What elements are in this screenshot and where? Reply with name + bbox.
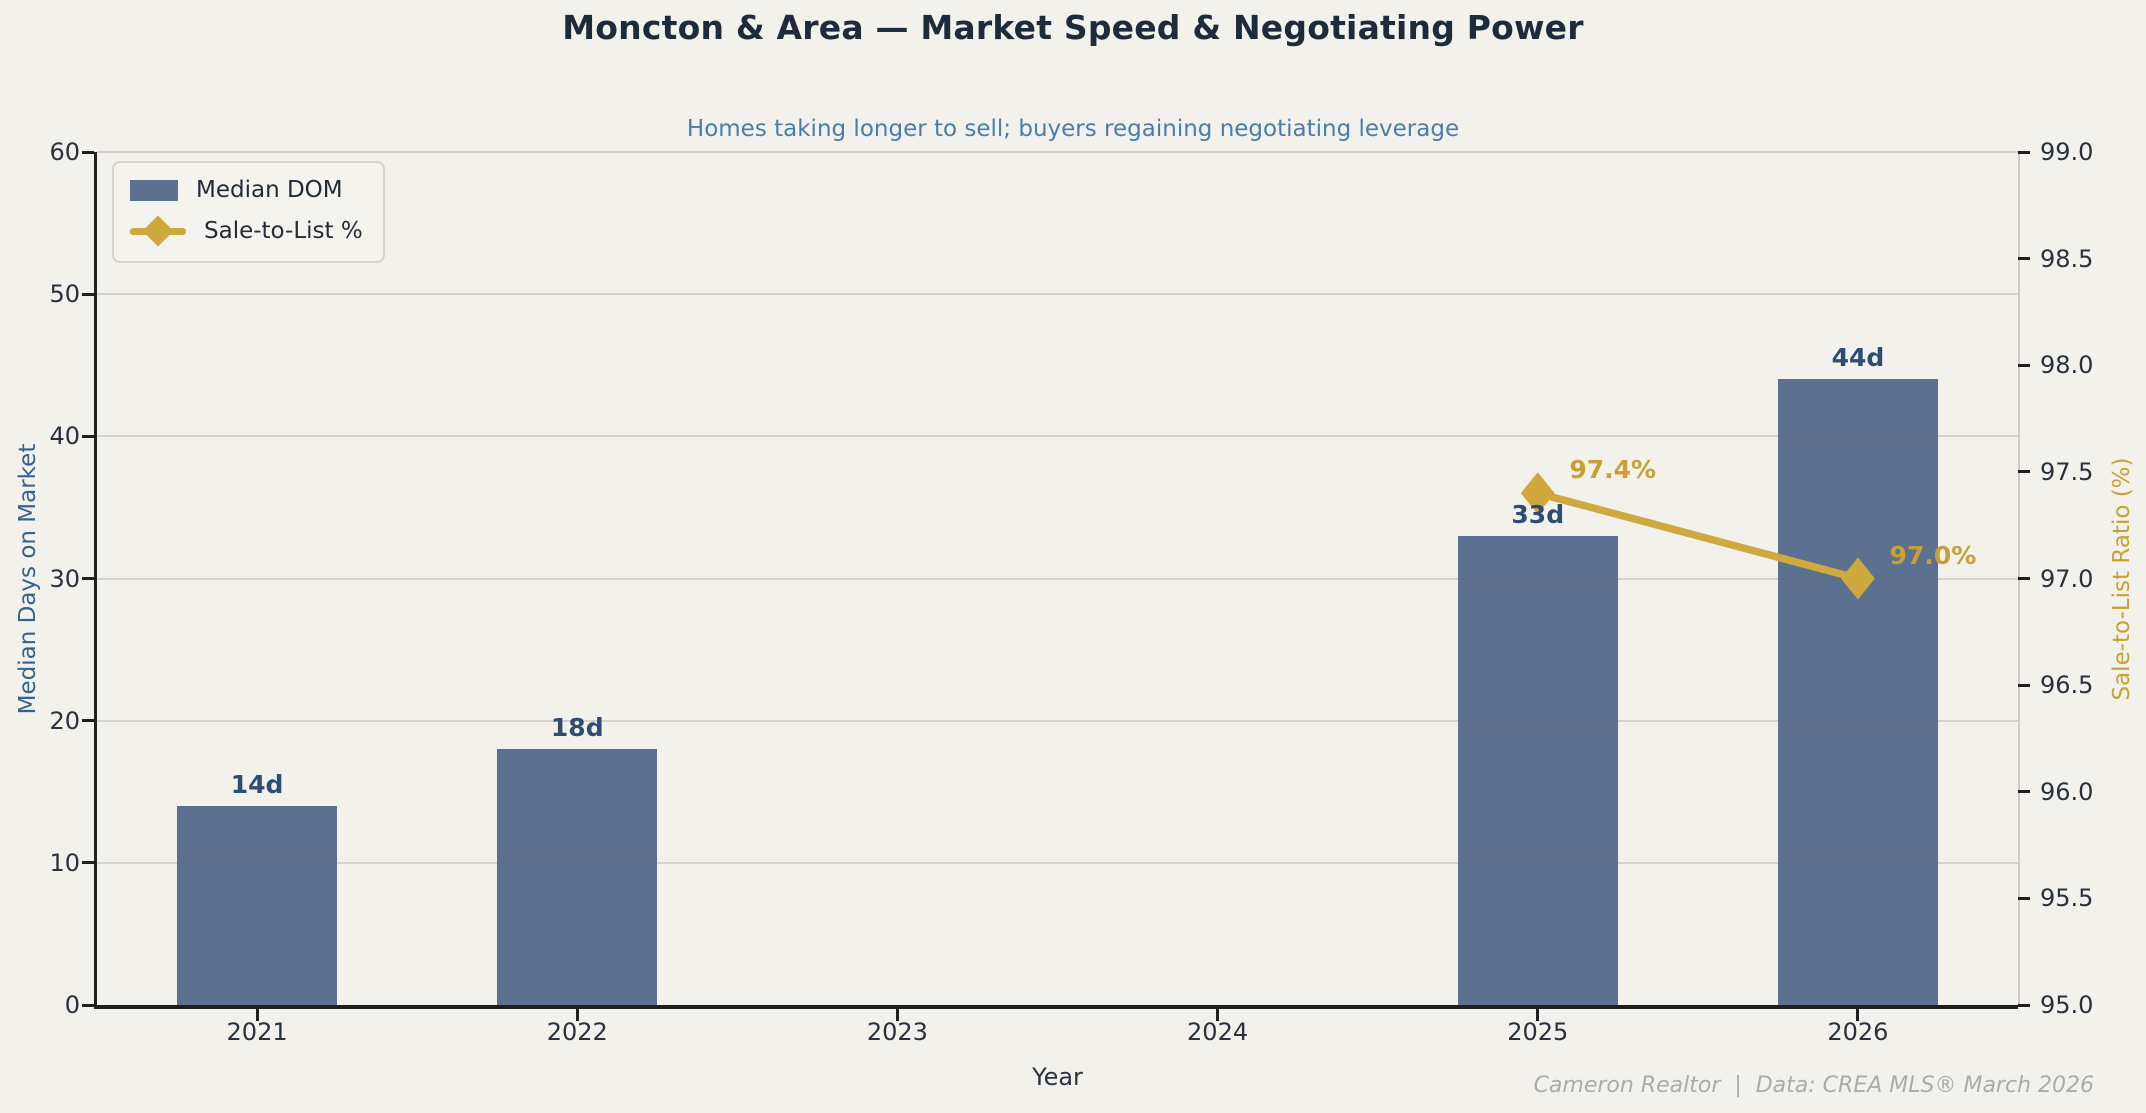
y-axis-left-tick-label: 40 <box>49 422 80 451</box>
y-axis-right-tick-label: 99.0 <box>2040 138 2094 166</box>
grid-line <box>97 435 2018 438</box>
x-axis-tick-label: 2024 <box>1187 1018 1249 1046</box>
line-value-label: 97.0% <box>1889 540 1977 570</box>
line-diamond-swatch-icon <box>130 214 186 248</box>
x-axis-tick-label: 2023 <box>866 1018 928 1046</box>
y-axis-left-tick-label: 50 <box>49 280 80 309</box>
legend-item-median-dom: Median DOM <box>130 176 363 204</box>
y-axis-left-tick <box>82 434 94 438</box>
y-axis-right-tick-label: 96.0 <box>2040 777 2094 806</box>
x-axis-title: Year <box>1032 1063 1083 1091</box>
bar-value-label: 33d <box>1511 499 1565 529</box>
bar-value-label: 14d <box>230 769 284 799</box>
y-axis-right-tick-label: 97.5 <box>2040 457 2094 486</box>
y-axis-right-tick <box>2018 896 2030 900</box>
y-axis-left-tick <box>82 150 94 154</box>
grid-line <box>97 861 2018 864</box>
x-axis-tick-label: 2022 <box>546 1018 608 1046</box>
y-axis-left-tick <box>82 719 94 723</box>
legend-label: Sale-to-List % <box>204 218 363 244</box>
x-axis-tick <box>1856 1008 1860 1021</box>
legend: Median DOM Sale-to-List % <box>112 161 385 263</box>
y-axis-right-tick-label: 95.0 <box>2040 991 2094 1019</box>
x-axis-tick <box>575 1008 579 1021</box>
legend-item-sale-to-list: Sale-to-List % <box>130 214 363 248</box>
footer-credit: Cameron Realtor | Data: CREA MLS® March … <box>1533 1073 2094 1098</box>
grid-line <box>97 719 2018 722</box>
y-axis-right-tick <box>2018 150 2030 154</box>
x-axis-tick <box>1216 1008 1220 1021</box>
y-axis-right-tick <box>2018 257 2030 261</box>
y-axis-left-tick <box>82 577 94 580</box>
y-axis-left-tick <box>82 1003 94 1007</box>
y-axis-left-tick-label: 30 <box>49 564 80 593</box>
bottom-axis-spine <box>94 1005 2018 1009</box>
bar-2021 <box>177 805 338 1005</box>
y-axis-right-tick-label: 98.5 <box>2040 244 2094 273</box>
y-axis-left-tick-label: 0 <box>64 991 80 1019</box>
bar-2025 <box>1457 535 1618 1005</box>
y-axis-right-tick-label: 95.5 <box>2040 884 2094 913</box>
grid-line <box>97 577 2018 580</box>
y-axis-right-tick <box>2018 577 2030 580</box>
y-axis-right-tick-label: 97.0 <box>2040 564 2094 593</box>
y-axis-left-tick <box>82 861 94 865</box>
y-axis-right-tick <box>2018 790 2030 794</box>
bar-swatch-icon <box>130 179 178 201</box>
y-axis-left-tick <box>82 292 94 296</box>
chart-title: Moncton & Area — Market Speed & Negotiat… <box>562 8 1584 47</box>
legend-label: Median DOM <box>196 177 343 203</box>
x-axis-tick-label: 2021 <box>226 1018 288 1046</box>
x-axis-tick-label: 2025 <box>1507 1018 1569 1046</box>
bar-value-label: 18d <box>550 713 604 743</box>
y-axis-right-tick <box>2018 1003 2030 1007</box>
bar-2026 <box>1777 379 1938 1005</box>
y-axis-right-tick-label: 98.0 <box>2040 351 2094 380</box>
grid-line <box>97 151 2018 153</box>
x-axis-tick-label: 2026 <box>1827 1018 1889 1046</box>
bar-2022 <box>497 749 658 1005</box>
y-axis-left-tick-label: 20 <box>49 706 80 735</box>
y-axis-left-tick-label: 60 <box>49 138 80 166</box>
grid-line <box>97 293 2018 296</box>
x-axis-tick <box>895 1008 899 1021</box>
line-value-label: 97.4% <box>1569 455 1657 485</box>
bar-value-label: 44d <box>1831 343 1885 373</box>
y-axis-right-tick <box>2018 363 2030 367</box>
y-axis-right-tick <box>2018 470 2030 474</box>
left-axis-spine <box>94 152 97 1008</box>
y-axis-right-tick <box>2018 683 2030 687</box>
x-axis-tick <box>255 1008 259 1021</box>
x-axis-tick <box>1536 1008 1540 1021</box>
chart-subtitle: Homes taking longer to sell; buyers rega… <box>686 116 1460 142</box>
y-axis-right-tick-label: 96.5 <box>2040 671 2094 700</box>
y-axis-left-tick-label: 10 <box>49 848 80 877</box>
